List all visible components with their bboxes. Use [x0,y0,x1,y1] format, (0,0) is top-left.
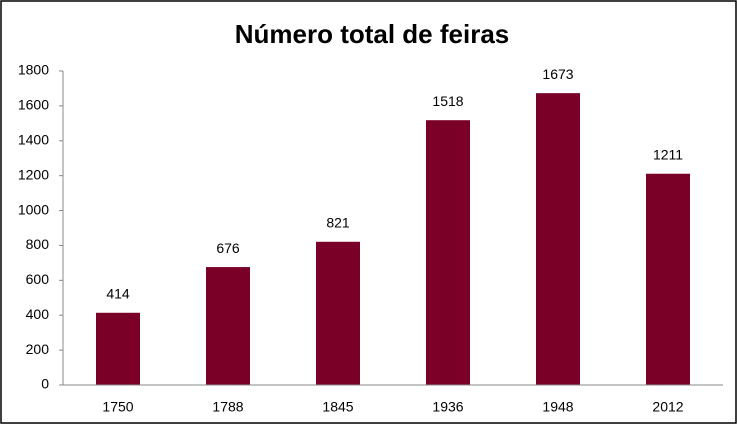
y-tick-label: 1800 [18,62,49,78]
bar [646,173,690,385]
y-tick-label: 1000 [18,201,49,217]
y-tick-label: 200 [26,341,50,357]
data-label: 414 [106,285,130,301]
bar [316,241,360,385]
y-tick-label: 800 [26,236,50,252]
data-label: 1518 [432,93,463,109]
bar [96,312,140,385]
y-tick-label: 1400 [18,131,49,147]
bar [536,93,580,385]
x-tick-label: 2012 [652,399,683,415]
y-tick-label: 1200 [18,166,49,182]
x-tick-label: 1936 [432,399,463,415]
x-tick-label: 1750 [102,399,133,415]
data-label: 821 [326,214,350,230]
x-tick-label: 1845 [322,399,353,415]
bar [426,120,470,386]
y-tick-label: 1600 [18,97,49,113]
x-tick-label: 1788 [212,399,243,415]
y-tick-label: 600 [26,271,50,287]
data-label: 676 [216,240,240,256]
y-tick-label: 0 [41,376,49,392]
bar [206,267,250,385]
y-tick-label: 400 [26,306,50,322]
x-tick-label: 1948 [542,399,573,415]
chart-title: Número total de feiras [235,19,510,49]
data-label: 1673 [542,66,573,82]
data-label: 1211 [653,146,683,162]
